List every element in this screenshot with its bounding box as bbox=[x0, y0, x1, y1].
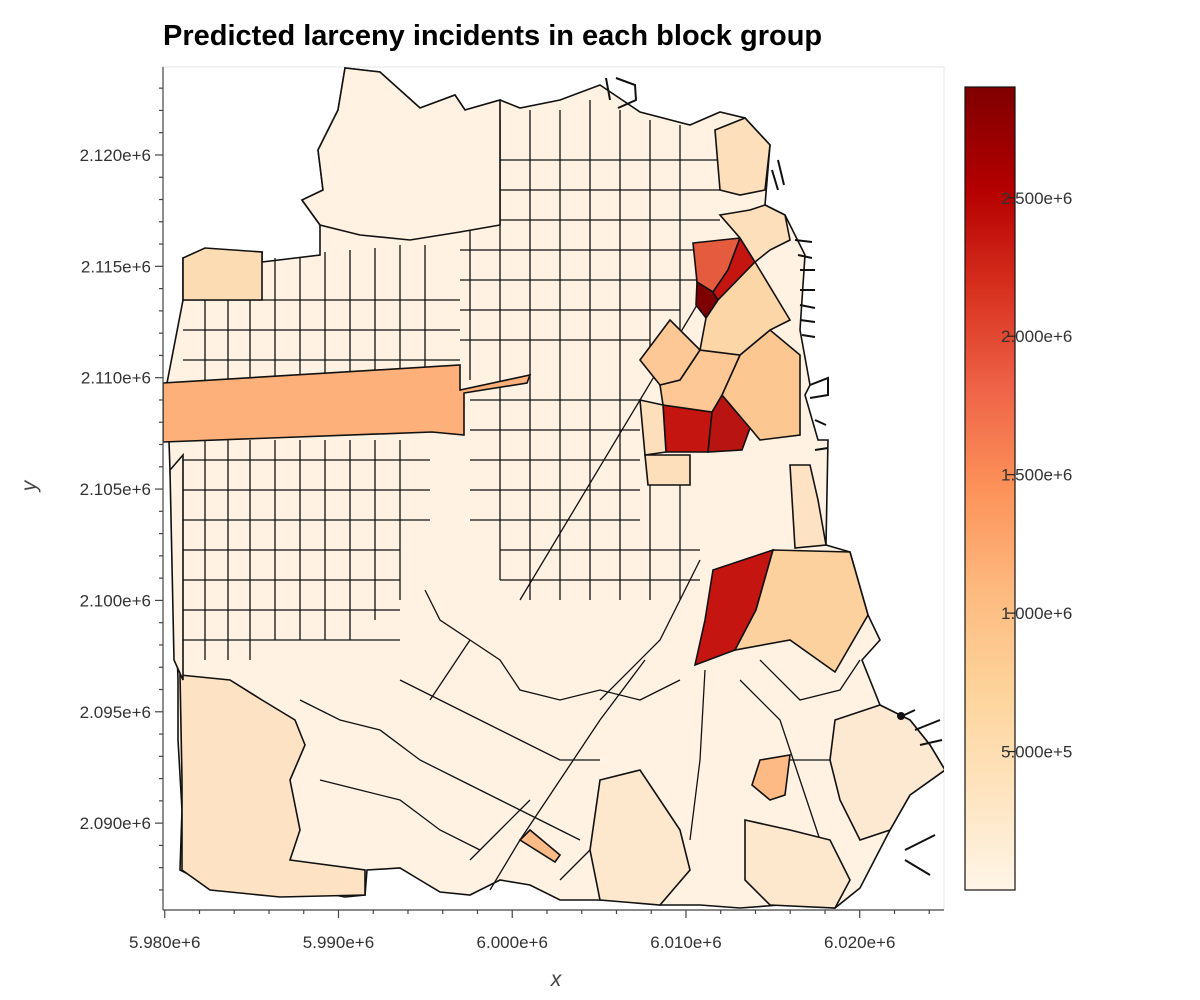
colorbar-tick-label: 1.000e+6 bbox=[1001, 604, 1072, 623]
y-tick-label: 2.120e+6 bbox=[80, 146, 151, 165]
block-group-mission-west bbox=[662, 404, 713, 453]
chart-title: Predicted larceny incidents in each bloc… bbox=[163, 20, 823, 52]
y-tick-label: 2.090e+6 bbox=[80, 814, 151, 833]
x-tick-label: 5.980e+6 bbox=[129, 933, 200, 952]
x-axis: 5.980e+6 5.990e+6 6.000e+6 6.010e+6 6.020e+6… bbox=[129, 909, 944, 991]
y-tick-label: 2.115e+6 bbox=[81, 257, 151, 276]
block-boundaries bbox=[180, 100, 861, 891]
x-tick-label: 6.010e+6 bbox=[650, 933, 721, 952]
y-tick-label: 2.110e+6 bbox=[81, 369, 151, 388]
block-group-outer-sunset bbox=[169, 452, 184, 681]
block-group-excelsior bbox=[589, 769, 691, 906]
block-group-china-basin bbox=[789, 464, 827, 549]
colorbar-ticks: 5.000e+5 1.000e+6 1.500e+6 2.000e+6 2.500e+6 bbox=[1001, 189, 1072, 762]
waterfront-piers bbox=[605, 77, 943, 876]
block-group-lake-merced bbox=[179, 674, 366, 898]
block-group-market-south bbox=[644, 454, 691, 486]
y-tick-label: 2.105e+6 bbox=[80, 480, 151, 499]
y-tick-label: 2.100e+6 bbox=[80, 591, 151, 610]
y-axis-label: y bbox=[18, 479, 41, 493]
block-group-crocker bbox=[518, 828, 562, 864]
colorbar-tick-label: 1.500e+6 bbox=[1001, 466, 1072, 485]
colorbar-tick-label: 5.000e+5 bbox=[1001, 743, 1072, 762]
colorbar-tick-label: 2.500e+6 bbox=[1001, 189, 1072, 208]
block-group-soma-3 bbox=[699, 260, 792, 356]
shaded-block-groups bbox=[163, 67, 944, 909]
block-group-portola bbox=[751, 754, 791, 801]
block-group-fishermans-wharf bbox=[714, 117, 771, 196]
marker-pier bbox=[897, 712, 905, 720]
block-group-map bbox=[163, 67, 944, 909]
x-tick-label: 6.000e+6 bbox=[477, 933, 548, 952]
y-ticks: 2.120e+6 2.115e+6 2.110e+6 2.105e+6 2.100e+6… bbox=[80, 87, 163, 891]
block-group-visitacion bbox=[744, 819, 851, 909]
block-group-mission-bay bbox=[638, 318, 702, 386]
block-group-lands-end bbox=[182, 247, 263, 301]
y-axis: 2.120e+6 2.115e+6 2.110e+6 2.105e+6 2.100e+6… bbox=[18, 67, 164, 910]
block-group-embarcadero bbox=[718, 204, 791, 264]
colorbar-tick-label: 2.000e+6 bbox=[1001, 327, 1072, 346]
block-group-presidio bbox=[300, 67, 501, 241]
block-group-golden-gate-park bbox=[163, 364, 532, 443]
block-group-soma bbox=[721, 328, 801, 441]
x-tick-label: 6.020e+6 bbox=[824, 933, 895, 952]
x-tick-label: 5.990e+6 bbox=[303, 933, 374, 952]
colorbar-gradient bbox=[964, 86, 1016, 891]
x-axis-label: x bbox=[550, 968, 563, 991]
x-ticks: 5.980e+6 5.990e+6 6.000e+6 6.010e+6 6.020e+6 bbox=[129, 910, 930, 952]
y-tick-label: 2.095e+6 bbox=[80, 703, 151, 722]
block-group-bayview-north bbox=[733, 549, 869, 674]
colorbar: 5.000e+5 1.000e+6 1.500e+6 2.000e+6 2.500e+6 bbox=[964, 86, 1072, 891]
block-group-mission-central bbox=[639, 398, 667, 456]
